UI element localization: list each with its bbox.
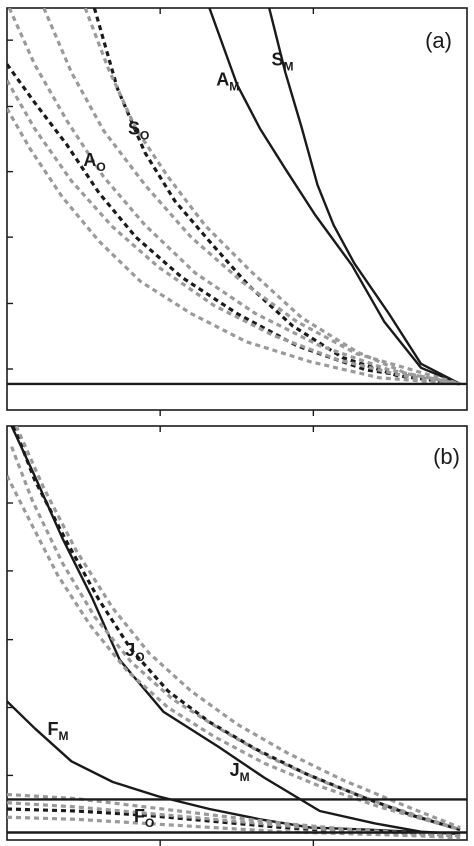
curve-label-letter: S	[272, 49, 284, 69]
curve-label-letter: A	[83, 150, 96, 170]
curve-label-letter: F	[47, 719, 58, 739]
panel-a-curve-label: AM	[216, 70, 239, 94]
curve-label-subscript: M	[58, 729, 68, 743]
curve-label-subscript: O	[145, 816, 154, 830]
panel-b-series-4	[10, 446, 461, 832]
panel-b-label: (b)	[433, 444, 460, 469]
curve-label-subscript: M	[229, 80, 239, 94]
panel-a-series-5	[42, 8, 461, 386]
panel-b-series-1	[7, 700, 461, 835]
curve-label-subscript: O	[96, 160, 105, 174]
panel-b-series-5	[7, 474, 461, 832]
panel-a-curve-label: AO	[83, 150, 105, 174]
curve-label-letter: J	[230, 760, 240, 780]
curve-label-subscript: M	[240, 770, 250, 784]
panel-a-series-3	[7, 63, 461, 386]
curve-label-letter: S	[128, 119, 140, 139]
panel-a-series-0	[208, 8, 461, 386]
curve-label-subscript: M	[284, 59, 294, 73]
panel-b-curve-label: JO	[125, 640, 144, 664]
curve-label-subscript: O	[135, 650, 144, 664]
panel-a-series-1	[268, 8, 461, 385]
panel-b-curve-label: FO	[134, 806, 154, 830]
panel-a-series-6	[7, 8, 461, 386]
curve-label-letter: A	[216, 70, 229, 90]
panel-a-curve-label: SM	[272, 49, 294, 73]
curve-label-letter: F	[134, 806, 145, 826]
panel-b-series-2	[12, 426, 461, 832]
panel-b-frame	[6, 425, 468, 841]
panel-b-curve-label: JM	[230, 760, 250, 784]
panel-a-series-4	[83, 8, 461, 386]
panel-a-frame	[6, 7, 468, 411]
panel-a-series-8	[7, 107, 461, 386]
curve-label-letter: J	[125, 640, 135, 660]
panel-a-series-7	[7, 79, 461, 386]
panel-a-curve-label: SO	[128, 119, 149, 143]
panel-b-curve-label: FM	[47, 719, 68, 743]
panel-a-label: (a)	[425, 28, 452, 53]
curve-label-subscript: O	[140, 129, 149, 143]
